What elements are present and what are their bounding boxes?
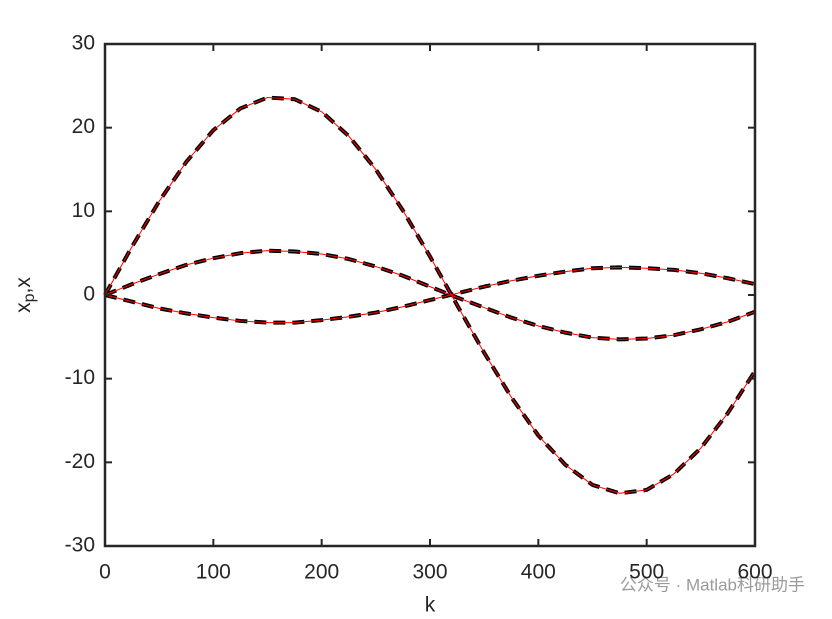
x-tick-label: 200 [304, 561, 339, 584]
y-label-sub: p [21, 293, 38, 302]
x-tick-label: 0 [99, 561, 111, 584]
series-line [104, 266, 756, 324]
x-tick-label: 500 [629, 561, 664, 584]
y-tick-label: 30 [72, 32, 95, 55]
x-tick-label: 300 [412, 561, 447, 584]
plot-frame [103, 42, 757, 548]
series-line [104, 97, 756, 494]
y-axis-label: xp,x [12, 277, 39, 313]
x-tick-label: 400 [521, 561, 556, 584]
series-line [104, 250, 756, 340]
x-tick-label: 600 [737, 561, 772, 584]
y-tick-label: -20 [65, 450, 95, 473]
x-axis-label: k [425, 594, 436, 617]
y-tick-label: -10 [65, 366, 95, 389]
y-label-rest: ,x [12, 277, 35, 294]
x-tick-label: 100 [196, 561, 231, 584]
y-tick-label: -30 [65, 534, 95, 557]
y-label-main: x [12, 302, 35, 313]
y-tick-label: 0 [83, 283, 95, 306]
watermark: 公众号 · Matlab科研助手 [620, 575, 805, 594]
y-tick-label: 20 [72, 115, 95, 138]
y-tick-label: 10 [72, 199, 95, 222]
